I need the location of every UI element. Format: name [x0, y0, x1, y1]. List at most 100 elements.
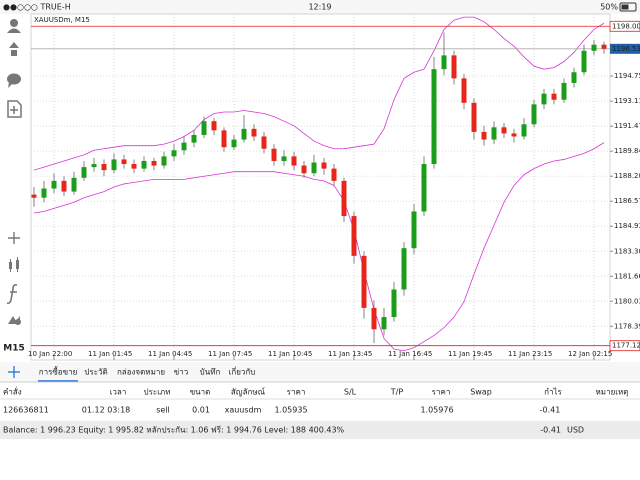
battery-level: 50% [600, 3, 618, 12]
candle-body [491, 127, 497, 140]
column-header: ขนาด [190, 388, 211, 397]
cell-profit: -0.41 [540, 406, 561, 415]
candle-body [281, 156, 287, 161]
tab[interactable]: การซื้อขาย [39, 366, 78, 377]
candle-body [311, 162, 317, 174]
current-price-label: 1196.530 [612, 45, 640, 53]
candle-body [161, 156, 167, 166]
candle-body [111, 159, 117, 171]
cell-price: 1.05935 [274, 406, 307, 415]
candle-body [221, 130, 227, 148]
candle-body [331, 168, 337, 181]
column-header: T/P [390, 388, 404, 397]
column-header: เวลา [110, 388, 127, 397]
candle-body [461, 78, 467, 103]
candle-body [51, 180, 57, 189]
column-header: ราคา [432, 388, 451, 397]
currency: USD [567, 426, 584, 435]
x-tick-label: 11 Jan 16:45 [388, 350, 432, 358]
column-header: ราคา [287, 388, 306, 397]
order-button[interactable] [9, 42, 19, 56]
bollinger-lower [33, 142, 605, 352]
x-tick-label: 11 Jan 10:45 [268, 350, 312, 358]
column-header: สัญลักษณ์ [231, 387, 266, 397]
candle-body [241, 128, 247, 140]
new-document-button[interactable] [7, 100, 22, 118]
candle-body [341, 180, 347, 217]
low-line-box [609, 340, 640, 352]
candle-body [571, 72, 577, 83]
column-header: S/L [344, 388, 357, 397]
column-header: ประเภท [144, 388, 171, 397]
candle-body [551, 93, 557, 100]
candle-body [41, 188, 47, 198]
candle-body [31, 194, 37, 198]
candle-body [581, 50, 587, 73]
candle-body [151, 160, 157, 166]
candle-body [181, 142, 187, 151]
y-tick-label: 1189.840 [614, 147, 640, 155]
y-tick-label: 1183.300 [614, 247, 640, 255]
add-button[interactable] [8, 366, 20, 378]
tab[interactable]: ข่าว [174, 368, 188, 377]
tab[interactable]: ประวัติ [84, 368, 107, 377]
tab[interactable]: เกี่ยวกับ [229, 366, 256, 377]
x-tick-label: 12 Jan 02:15 [568, 350, 612, 358]
y-tick-label: 1186.570 [614, 197, 640, 205]
account-button[interactable] [7, 19, 21, 33]
toolbar [6, 19, 22, 325]
candle-body [191, 134, 197, 143]
tab-bar [0, 362, 640, 382]
candle-body [421, 164, 427, 212]
x-tick-label: 11 Jan 13:45 [328, 350, 372, 358]
candle-body [141, 160, 147, 169]
candle-body [121, 159, 127, 165]
chart-plot [30, 13, 611, 361]
tab[interactable]: กล่องจดหมาย [117, 368, 165, 377]
candle-body [101, 164, 107, 171]
candle-body [431, 69, 437, 165]
column-header: Swap [470, 388, 492, 397]
y-tick-label: 1184.935 [614, 222, 640, 230]
status-bar [0, 0, 640, 14]
candle-body [211, 121, 217, 131]
chat-button[interactable] [7, 73, 21, 89]
candle-body [591, 44, 597, 51]
clock: 12:19 [308, 3, 331, 12]
high-line-box [609, 20, 640, 32]
cell-type: sell [156, 406, 170, 415]
candle-body [291, 156, 297, 166]
crosshair-button[interactable] [8, 232, 20, 244]
timeframe-button[interactable]: M15 [3, 344, 24, 354]
chart-title: XAUUSDm, M15 [34, 16, 90, 24]
column-header: กำไร [544, 388, 562, 397]
candle-body [481, 131, 487, 140]
candle-body [531, 104, 537, 125]
column-header: หมายเหตุ [596, 388, 629, 397]
x-tick-label: 11 Jan 07:45 [208, 350, 252, 358]
candle-body [301, 165, 307, 174]
chart-type-button[interactable] [9, 257, 19, 272]
candle-body [351, 216, 357, 256]
y-tick-label: 1180.030 [614, 297, 640, 305]
x-tick-label: 11 Jan 04:45 [148, 350, 192, 358]
y-tick-label: 1188.205 [614, 172, 640, 180]
candle-body [401, 248, 407, 290]
y-tick-label: 1191.475 [614, 122, 640, 130]
column-header: คำสั่ง [3, 386, 22, 397]
indicators-button[interactable] [6, 284, 18, 304]
candle-body [361, 255, 367, 308]
y-tick-label: 1193.110 [614, 97, 640, 105]
tab[interactable]: บันทึก [200, 368, 221, 377]
bollinger-upper [33, 16, 605, 171]
candle-body [381, 317, 387, 330]
y-tick-label: 1194.755 [614, 72, 640, 80]
carrier: ●●○○○ TRUE-H [3, 3, 71, 12]
candle-body [91, 164, 97, 168]
candle-body [391, 289, 397, 318]
cell-order: 126636811 [3, 406, 49, 415]
x-tick-label: 11 Jan 23:15 [508, 350, 552, 358]
candle-body [541, 93, 547, 105]
objects-button[interactable] [8, 316, 21, 325]
